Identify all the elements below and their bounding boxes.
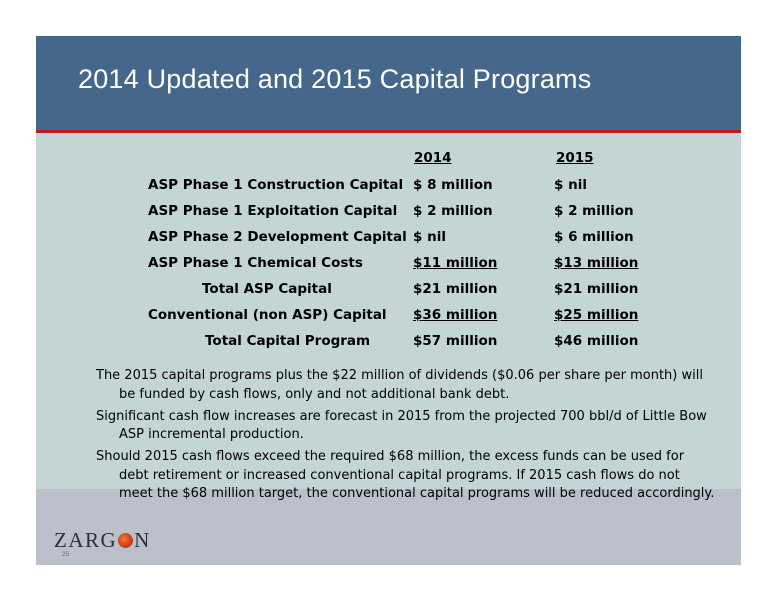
row-value-2014: $57 million	[413, 333, 498, 349]
notes-list: The 2015 capital programs plus the $22 m…	[96, 367, 716, 507]
note-paragraph: Significant cash flow increases are fore…	[96, 408, 707, 443]
zargon-logo: ZARG N	[54, 528, 151, 552]
row-value-2014: $ 8 million	[413, 177, 493, 193]
row-label: ASP Phase 1 Construction Capital	[148, 177, 404, 193]
slide-title: 2014 Updated and 2015 Capital Programs	[78, 64, 592, 94]
row-value-2015: $ nil	[554, 177, 587, 193]
capital-table: 2014 2015 ASP Phase 1 Construction Capit…	[36, 133, 741, 489]
row-label: ASP Phase 1 Exploitation Capital	[148, 203, 398, 219]
logo-sun-icon	[118, 533, 134, 548]
title-divider	[36, 130, 741, 133]
row-value-2015: $ 6 million	[554, 229, 634, 245]
row-value-2015: $46 million	[554, 333, 639, 349]
slide-number: 25	[62, 551, 70, 558]
row-value-2015: $25 million	[554, 307, 639, 323]
row-value-2014: $11 million	[413, 255, 498, 271]
row-value-2014: $ 2 million	[413, 203, 493, 219]
row-value-2015: $ 2 million	[554, 203, 634, 219]
title-band: 2014 Updated and 2015 Capital Programs	[36, 36, 741, 130]
note-paragraph: Should 2015 cash flows exceed the requir…	[96, 449, 715, 501]
row-label: Conventional (non ASP) Capital	[148, 307, 387, 323]
row-label: ASP Phase 1 Chemical Costs	[148, 255, 363, 271]
row-value-2015: $21 million	[554, 281, 639, 297]
note-paragraph: The 2015 capital programs plus the $22 m…	[96, 368, 703, 402]
row-label: ASP Phase 2 Development Capital	[148, 229, 407, 245]
column-header-2015: 2015	[556, 150, 594, 166]
row-value-2014: $ nil	[413, 229, 446, 245]
content-area: 2014 2015 ASP Phase 1 Construction Capit…	[36, 133, 741, 489]
row-value-2015: $13 million	[554, 255, 639, 271]
logo-text-left: ZARG	[54, 528, 118, 552]
row-value-2014: $36 million	[413, 307, 498, 323]
row-value-2014: $21 million	[413, 281, 498, 297]
logo-text-right: N	[134, 528, 151, 552]
subtotal-label: Total ASP Capital	[202, 281, 332, 297]
total-label: Total Capital Program	[205, 333, 371, 349]
slide: 2014 Updated and 2015 Capital Programs 2…	[36, 36, 741, 565]
column-header-2014: 2014	[414, 150, 452, 166]
